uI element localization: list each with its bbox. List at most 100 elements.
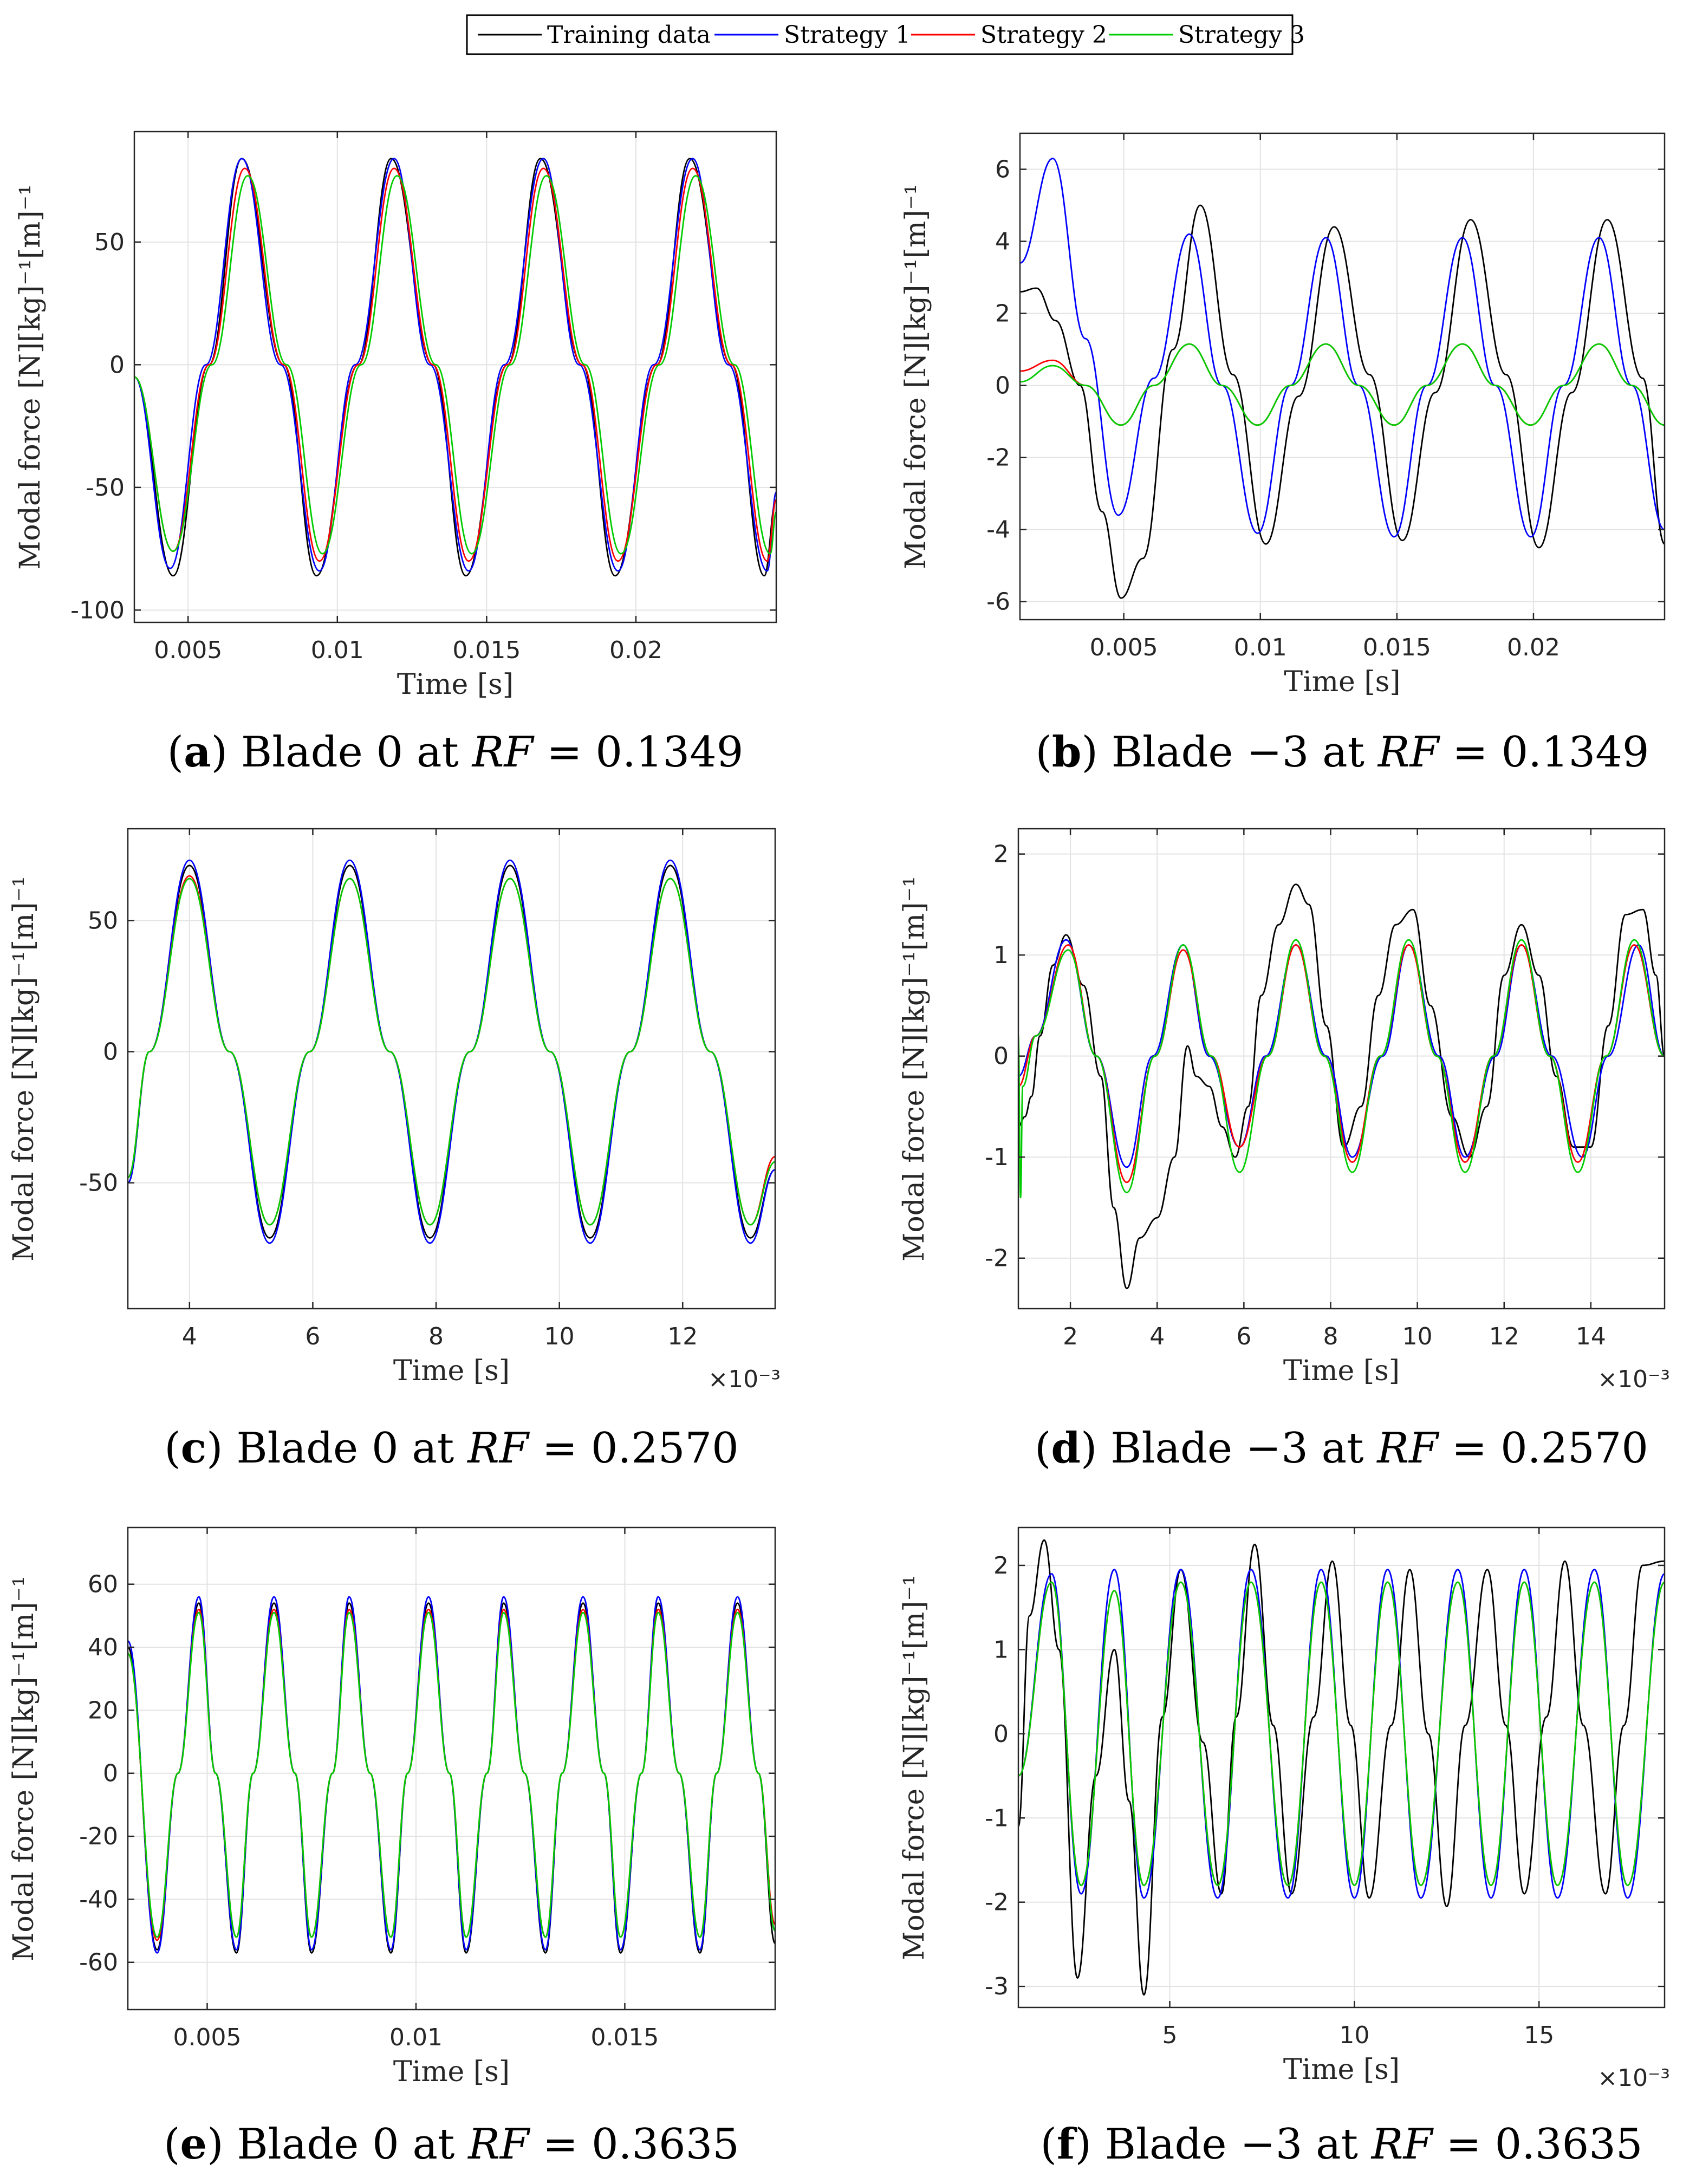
- caption-value: = 0.2570: [1438, 1424, 1648, 1473]
- y-tick-label: 1: [993, 941, 1009, 969]
- x-tick-label: 14: [1576, 1323, 1606, 1350]
- axes-frame: [133, 131, 777, 623]
- plot-area: [128, 1528, 775, 2010]
- series-line-training-data: [1018, 1539, 1665, 1996]
- x-tick-label: 10: [544, 1323, 575, 1350]
- caption-rf: RF: [1370, 2120, 1434, 2169]
- caption-paren-open: (: [1035, 1424, 1051, 1473]
- series-line-strategy-3: [128, 877, 775, 1226]
- panel-f: 5 10 15 -3 -2 -1 0 1 2 Time [s] Modal force [N][kg…: [898, 1526, 1670, 2169]
- panel-caption: (e) Blade 0 at RF = 0.3635: [164, 2120, 739, 2169]
- legend-label-0: Training data: [547, 21, 711, 49]
- panel-caption: (c) Blade 0 at RF = 0.2570: [164, 1424, 739, 1473]
- axes-frame: [127, 828, 776, 1310]
- series-line-strategy-1: [134, 158, 776, 572]
- x-tick-label: 8: [1323, 1323, 1338, 1350]
- series-line-training-data: [1020, 204, 1665, 599]
- x-tick-label: 0.005: [154, 636, 222, 664]
- y-axis-label: Modal force [N][kg]⁻¹[m]⁻¹: [14, 184, 47, 570]
- series-group: [128, 1596, 775, 1954]
- y-tick-label: -3: [985, 1973, 1009, 2000]
- axes-frame: [127, 1526, 776, 2011]
- caption-paren-close: ): [1081, 728, 1111, 777]
- x-tick-label: 8: [428, 1323, 444, 1350]
- x-tick-label: 4: [182, 1323, 197, 1350]
- series-line-strategy-3: [134, 175, 776, 555]
- x-axis-exponent: ×10⁻³: [1597, 1366, 1670, 1393]
- series-line-strategy-3: [1020, 343, 1665, 426]
- x-tick-label: 12: [667, 1323, 698, 1350]
- legend-label-1: Strategy 1: [784, 21, 911, 49]
- y-tick-label: 0: [103, 1760, 118, 1787]
- caption-paren-open: (: [1040, 2120, 1056, 2169]
- caption-rf: RF: [466, 1424, 530, 1473]
- x-axis-label: Time [s]: [1283, 2053, 1400, 2086]
- series-line-strategy-1: [1020, 158, 1665, 538]
- y-tick-label: 0: [993, 1043, 1009, 1070]
- caption-rf: RF: [1376, 1424, 1440, 1473]
- caption-paren-close: ): [211, 728, 241, 777]
- caption-rf: RF: [1377, 728, 1441, 777]
- y-tick-label: 0: [993, 1720, 1009, 1748]
- y-tick-label: 4: [995, 228, 1010, 256]
- x-tick-label: 0.02: [609, 636, 662, 664]
- caption-blade: Blade −3 at: [1110, 1424, 1377, 1473]
- y-tick-label: -20: [79, 1823, 118, 1850]
- series-group: [1020, 158, 1665, 599]
- caption-blade: Blade 0 at: [237, 2120, 468, 2169]
- y-tick-label: -60: [79, 1949, 118, 1977]
- x-tick-label: 0.005: [1090, 634, 1158, 661]
- y-tick-label: 20: [88, 1696, 118, 1724]
- x-tick-label: 0.015: [590, 2024, 659, 2051]
- y-tick-label: -2: [986, 444, 1010, 472]
- panel-caption: (f) Blade −3 at RF = 0.3635: [1040, 2120, 1642, 2169]
- caption-value: = 0.3635: [529, 2120, 739, 2169]
- x-axis-label: Time [s]: [397, 668, 514, 701]
- y-axis-label: Modal force [N][kg]⁻¹[m]⁻¹: [8, 876, 40, 1262]
- legend: Training data Strategy 1 Strategy 2 Strateg…: [466, 14, 1305, 55]
- series-group: [134, 158, 776, 577]
- axes-frame: [1017, 1526, 1666, 2008]
- series-line-strategy-3: [1018, 1581, 1665, 1886]
- x-axis-label: Time [s]: [1283, 1355, 1400, 1387]
- x-tick-label: 10: [1402, 1323, 1433, 1350]
- caption-blade: Blade 0 at: [241, 728, 472, 777]
- y-axis-label: Modal force [N][kg]⁻¹[m]⁻¹: [898, 1575, 931, 1960]
- y-tick-label: -100: [70, 596, 125, 624]
- caption-paren-close: ): [207, 2120, 237, 2169]
- caption-letter: a: [184, 727, 211, 777]
- y-tick-label: -6: [986, 588, 1010, 616]
- caption-blade: Blade −3 at: [1112, 728, 1378, 777]
- y-tick-label: 1: [993, 1636, 1009, 1663]
- series-group: [128, 859, 775, 1244]
- y-tick-label: 0: [109, 351, 125, 379]
- caption-blade: Blade −3 at: [1105, 2120, 1372, 2169]
- y-tick-label: 40: [88, 1634, 118, 1661]
- x-tick-label: 0.015: [1363, 634, 1431, 661]
- y-tick-label: -2: [985, 1889, 1009, 1916]
- y-tick-label: -40: [79, 1886, 118, 1913]
- plot-area: [134, 132, 776, 622]
- caption-paren-open: (: [164, 2120, 180, 2169]
- panel-e: 0.005 0.01 0.015 -60 -40 -20 0 20 40 60 Time [s] Mo…: [8, 1526, 776, 2169]
- y-tick-label: 2: [995, 300, 1010, 328]
- caption-blade: Blade 0 at: [236, 1424, 467, 1473]
- series-line-strategy-3: [128, 1611, 775, 1938]
- plot-area: [1018, 1528, 1665, 2007]
- panel-caption: (d) Blade −3 at RF = 0.2570: [1035, 1424, 1648, 1473]
- caption-paren-open: (: [167, 728, 184, 777]
- caption-letter: f: [1057, 2120, 1077, 2169]
- caption-value: = 0.2570: [529, 1424, 739, 1473]
- y-tick-label: 50: [88, 907, 118, 934]
- x-tick-label: 4: [1149, 1323, 1165, 1350]
- x-tick-label: 2: [1063, 1323, 1078, 1350]
- x-tick-label: 0.015: [452, 636, 521, 664]
- panel-caption: (a) Blade 0 at RF = 0.1349: [167, 727, 744, 777]
- y-tick-label: -50: [79, 1169, 118, 1197]
- y-axis-label: Modal force [N][kg]⁻¹[m]⁻¹: [898, 876, 931, 1262]
- series-line-training-data: [1018, 883, 1665, 1290]
- caption-rf: RF: [467, 2120, 531, 2169]
- y-tick-label: -2: [985, 1245, 1009, 1272]
